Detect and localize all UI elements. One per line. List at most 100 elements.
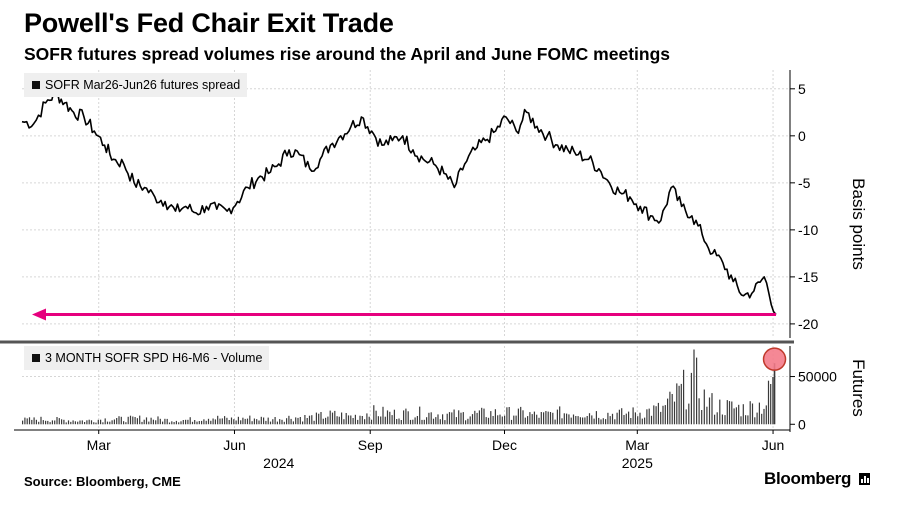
volume-bar [605, 419, 607, 425]
volume-bar [162, 421, 164, 425]
volume-bar [304, 415, 306, 425]
volume-bar [660, 411, 662, 425]
volume-bar [632, 407, 634, 425]
volume-bar [556, 409, 558, 425]
volume-bar [616, 412, 618, 425]
volume-bar [159, 418, 161, 425]
volume-bar [561, 418, 563, 425]
volume-bar [577, 416, 579, 425]
volume-bar [657, 402, 659, 425]
x-tick-label: Mar [625, 437, 649, 453]
volume-bar [109, 421, 111, 425]
volume-bar [403, 410, 405, 425]
volume-bar [653, 405, 655, 425]
volume-bar [72, 420, 74, 425]
volume-bar [492, 416, 494, 425]
volume-bar [579, 417, 581, 425]
y-tick-label: 5 [798, 81, 806, 97]
volume-bar [141, 421, 143, 425]
volume-bar [380, 416, 382, 425]
volume-bar [42, 420, 44, 425]
volume-bar [724, 415, 726, 425]
volume-bar [520, 406, 522, 425]
volume-bar [731, 401, 733, 425]
volume-bar [595, 411, 597, 425]
volume-bar [205, 420, 207, 425]
volume-bar [685, 409, 687, 425]
volume-bar [586, 416, 588, 425]
volume-bar [517, 408, 519, 425]
volume-bar [182, 420, 184, 425]
legend-swatch-icon [32, 81, 40, 89]
volume-bar [77, 421, 79, 425]
volume-bar [180, 421, 182, 425]
volume-bar [568, 414, 570, 425]
volume-bar [625, 413, 627, 425]
volume-bar [758, 402, 760, 425]
x-tick-label: Mar [87, 437, 111, 453]
volume-bar [430, 412, 432, 425]
volume-bar [279, 419, 281, 425]
volume-bar [143, 419, 145, 425]
volume-bar [639, 412, 641, 425]
volume-bar [329, 410, 331, 425]
volume-bar [398, 418, 400, 425]
volume-bar [221, 418, 223, 425]
volume-bar [487, 417, 490, 425]
volume-bar [570, 417, 572, 425]
volume-bar [253, 418, 255, 425]
volume-bar [33, 417, 35, 425]
chart-bars-icon [859, 473, 870, 485]
volume-bar [501, 416, 503, 425]
volume-bar [315, 412, 317, 425]
legend-spread: SOFR Mar26-Jun26 futures spread [24, 73, 248, 97]
volume-bar [148, 421, 150, 425]
volume-bar [458, 410, 460, 425]
volume-bar [437, 414, 439, 425]
volume-bar [419, 406, 421, 425]
volume-bar [407, 411, 409, 425]
volume-bar [453, 409, 455, 425]
volume-bar [588, 413, 591, 425]
volume-bar [701, 410, 703, 425]
y-axis-title: Futures [849, 359, 868, 417]
legend-volume-label: 3 MONTH SOFR SPD H6-M6 - Volume [45, 351, 263, 365]
y-tick-label: 0 [798, 416, 806, 432]
volume-bar [171, 421, 173, 425]
volume-bar [178, 422, 180, 425]
volume-bar [244, 418, 246, 425]
volume-bar [554, 419, 556, 425]
volume-bar [469, 416, 471, 425]
volume-bar [58, 418, 60, 425]
volume-bar [175, 420, 177, 425]
volume-bar [237, 416, 239, 425]
volume-bar [678, 385, 680, 425]
volume-bar [196, 421, 198, 425]
volume-bar [84, 422, 86, 425]
highlight-marker [762, 347, 787, 371]
volume-bar [233, 419, 235, 425]
volume-bar [416, 416, 418, 425]
volume-bar [88, 419, 90, 425]
volume-bar [646, 409, 648, 425]
volume-bar [602, 418, 604, 425]
y-tick-label: -10 [798, 222, 818, 238]
volume-bar [478, 410, 480, 425]
chart-title: Powell's Fed Chair Exit Trade [24, 8, 394, 38]
volume-bar [669, 391, 671, 425]
volume-bar [373, 405, 375, 425]
volume-bar [302, 421, 304, 425]
volume-bar [765, 405, 767, 425]
volume-bar [295, 417, 297, 425]
volume-bar [61, 419, 63, 425]
volume-bar [384, 416, 386, 425]
volume-bar [265, 420, 267, 425]
volume-bar [572, 414, 575, 425]
volume-bar [166, 418, 168, 425]
volume-bar [24, 417, 26, 425]
volume-bar [113, 419, 115, 425]
volume-bar [299, 417, 301, 425]
volume-bar [506, 407, 508, 425]
volume-bar [538, 417, 540, 425]
